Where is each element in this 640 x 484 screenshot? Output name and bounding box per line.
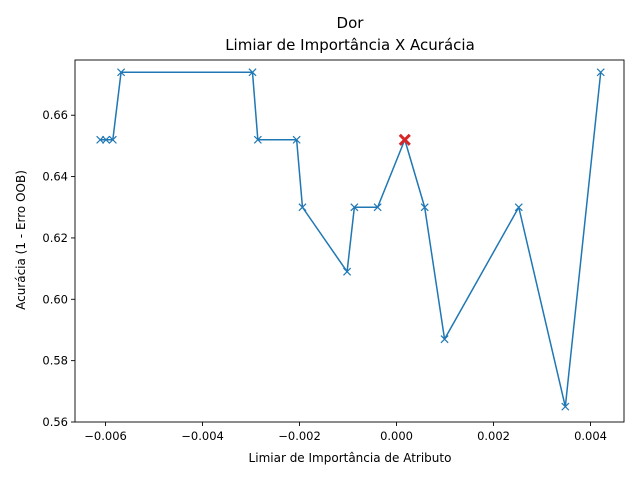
data-point-marker [117,68,126,77]
data-point-marker [253,135,262,144]
x-tick-label: 0.004 [574,429,607,443]
y-tick-label: 0.60 [42,292,68,306]
data-point-marker [96,135,105,144]
chart-subtitle: Limiar de Importância X Acurácia [225,36,475,54]
x-tick-label: −0.004 [181,429,224,443]
data-point-marker [248,68,257,77]
data-point-marker [561,402,570,411]
plot-frame [74,59,625,423]
x-tick-label: 0.002 [477,429,510,443]
axis-ticks: −0.006 −0.004 −0.002 0.000 0.002 0.004 0.56 0.5… [42,108,607,443]
x-tick-label: −0.002 [278,429,321,443]
data-point-marker [292,135,301,144]
series-markers [96,68,605,411]
best-threshold-marker [398,133,411,146]
x-tick-label: 0.000 [380,429,413,443]
y-tick-label: 0.66 [42,108,68,122]
data-point-marker [596,68,605,77]
x-axis-label: Limiar de Importância de Atributo [249,451,452,465]
chart-title: Dor [337,14,365,32]
data-point-marker [108,135,117,144]
highlight-marker-group [398,133,411,146]
data-point-marker [514,203,523,212]
y-tick-label: 0.58 [42,354,68,368]
y-tick-label: 0.64 [42,170,68,184]
plot-area [74,59,625,423]
y-tick-label: 0.62 [42,231,68,245]
data-point-marker [343,267,352,276]
data-point-marker [102,135,111,144]
y-tick-label: 0.56 [42,415,68,429]
y-axis-label: Acurácia (1 - Erro OOB) [14,170,28,310]
data-point-marker [298,203,307,212]
data-point-marker [420,203,429,212]
data-point-marker [350,203,359,212]
x-tick-label: −0.006 [84,429,127,443]
data-point-marker [373,203,382,212]
data-point-marker [440,335,449,344]
